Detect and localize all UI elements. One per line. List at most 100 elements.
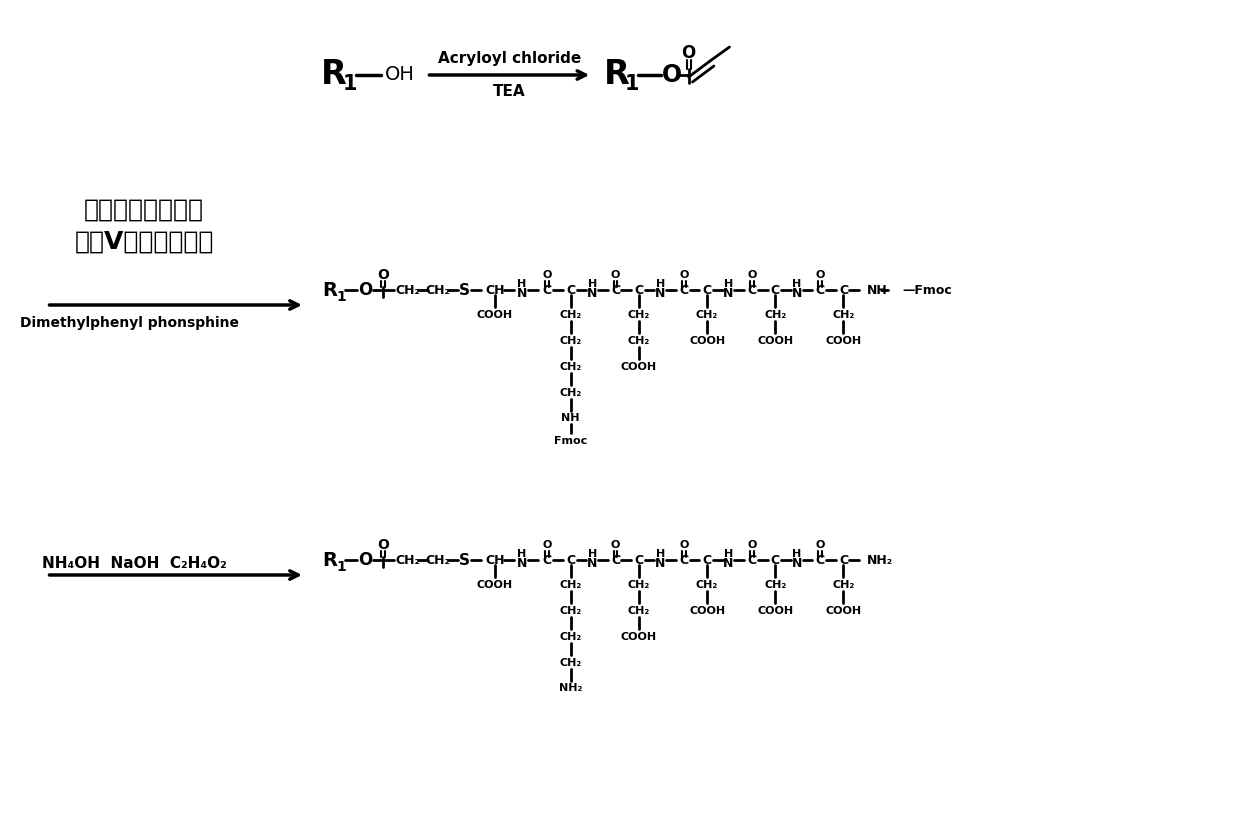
Text: R: R: [603, 59, 629, 92]
Text: N: N: [517, 286, 528, 299]
Text: H: H: [518, 549, 527, 559]
Text: 1: 1: [336, 290, 346, 304]
Text: CH₂: CH₂: [764, 580, 787, 590]
Text: CH₂: CH₂: [560, 606, 582, 616]
Text: CH₂: CH₂: [628, 606, 650, 616]
Text: CH₂: CH₂: [628, 580, 650, 590]
Text: C: C: [703, 554, 711, 567]
Text: O: O: [747, 270, 757, 280]
Text: COOH: COOH: [689, 606, 725, 616]
Text: Fmoc: Fmoc: [554, 436, 587, 446]
Text: O: O: [358, 281, 372, 299]
Text: CH₂: CH₂: [696, 580, 719, 590]
Text: H: H: [792, 279, 802, 289]
Text: CH₂: CH₂: [833, 310, 855, 320]
Text: O: O: [543, 540, 553, 550]
Text: CH₂: CH₂: [833, 580, 855, 590]
Text: CH₂: CH₂: [628, 336, 650, 346]
Text: H: H: [655, 549, 665, 559]
Text: COOH: COOH: [621, 362, 657, 372]
Text: COOH: COOH: [825, 336, 861, 346]
Text: O: O: [681, 44, 696, 62]
Text: O: O: [747, 540, 757, 550]
Text: C: C: [566, 284, 575, 297]
Text: CH₂: CH₂: [560, 388, 582, 398]
Text: H: H: [518, 279, 527, 289]
Text: C: C: [703, 284, 711, 297]
Text: NH: NH: [867, 284, 887, 297]
Text: —Fmoc: —Fmoc: [902, 284, 952, 297]
Text: R: R: [321, 59, 347, 92]
Text: N: N: [655, 557, 665, 569]
Text: O: O: [358, 551, 372, 569]
Text: H: H: [587, 279, 597, 289]
Text: C: C: [634, 284, 643, 297]
Text: N: N: [517, 557, 528, 569]
Text: COOH: COOH: [621, 632, 657, 642]
Text: C: C: [747, 554, 757, 567]
Text: C: C: [679, 554, 689, 567]
Text: C: C: [839, 284, 847, 297]
Text: H: H: [587, 549, 597, 559]
Text: CH₂: CH₂: [395, 554, 420, 567]
Text: H: H: [655, 279, 665, 289]
Text: C: C: [771, 554, 779, 567]
Text: COOH: COOH: [757, 606, 793, 616]
Text: C: C: [543, 554, 551, 567]
Text: H: H: [724, 279, 733, 289]
Text: C: C: [611, 284, 620, 297]
Text: O: O: [611, 270, 621, 280]
Text: N: N: [655, 286, 665, 299]
Text: CH₂: CH₂: [560, 336, 582, 346]
Text: CH: CH: [484, 554, 504, 567]
Text: C: C: [815, 554, 825, 567]
Text: 1: 1: [336, 560, 346, 574]
Text: C: C: [815, 284, 825, 297]
Text: NH₂: NH₂: [559, 683, 582, 693]
Text: C: C: [747, 284, 757, 297]
Text: H: H: [792, 549, 802, 559]
Text: C: C: [611, 554, 620, 567]
Text: N: N: [792, 286, 802, 299]
Text: S: S: [458, 282, 470, 298]
Text: O: O: [679, 270, 689, 280]
Text: CH₂: CH₂: [560, 310, 582, 320]
Text: CH₂: CH₂: [560, 658, 582, 668]
Text: COOH: COOH: [477, 580, 513, 590]
Text: R: R: [322, 550, 337, 569]
Text: C: C: [566, 554, 575, 567]
Text: COOH: COOH: [825, 606, 861, 616]
Text: COOH: COOH: [689, 336, 725, 346]
Text: CH₂: CH₂: [696, 310, 719, 320]
Text: OH: OH: [385, 66, 415, 85]
Text: O: O: [815, 540, 825, 550]
Text: COOH: COOH: [757, 336, 793, 346]
Text: O: O: [377, 268, 389, 282]
Text: O: O: [377, 538, 389, 552]
Text: N: N: [792, 557, 802, 569]
Text: CH₂: CH₂: [395, 284, 420, 297]
Text: O: O: [543, 270, 553, 280]
Text: CH₂: CH₂: [628, 310, 650, 320]
Text: TEA: TEA: [493, 85, 525, 99]
Text: C: C: [543, 284, 551, 297]
Text: NH₄OH  NaOH  C₂H₄O₂: NH₄OH NaOH C₂H₄O₂: [42, 555, 227, 571]
Text: N: N: [724, 557, 733, 569]
Text: O: O: [679, 540, 689, 550]
Text: COOH: COOH: [477, 310, 513, 320]
Text: C: C: [839, 554, 847, 567]
Text: Acryloyl chloride: Acryloyl chloride: [437, 50, 581, 66]
Text: O: O: [815, 270, 825, 280]
Text: C: C: [634, 554, 643, 567]
Text: H: H: [724, 549, 733, 559]
Text: N: N: [587, 557, 597, 569]
Text: CH₂: CH₂: [764, 310, 787, 320]
Text: CH₂: CH₂: [426, 554, 451, 567]
Text: C: C: [679, 284, 689, 297]
Text: CH: CH: [484, 284, 504, 297]
Text: N: N: [587, 286, 597, 299]
Text: 式（V）所示的多肽: 式（V）所示的多肽: [74, 230, 213, 254]
Text: N: N: [724, 286, 733, 299]
Text: O: O: [662, 63, 683, 87]
Text: 结构式如说明书中: 结构式如说明书中: [84, 198, 204, 222]
